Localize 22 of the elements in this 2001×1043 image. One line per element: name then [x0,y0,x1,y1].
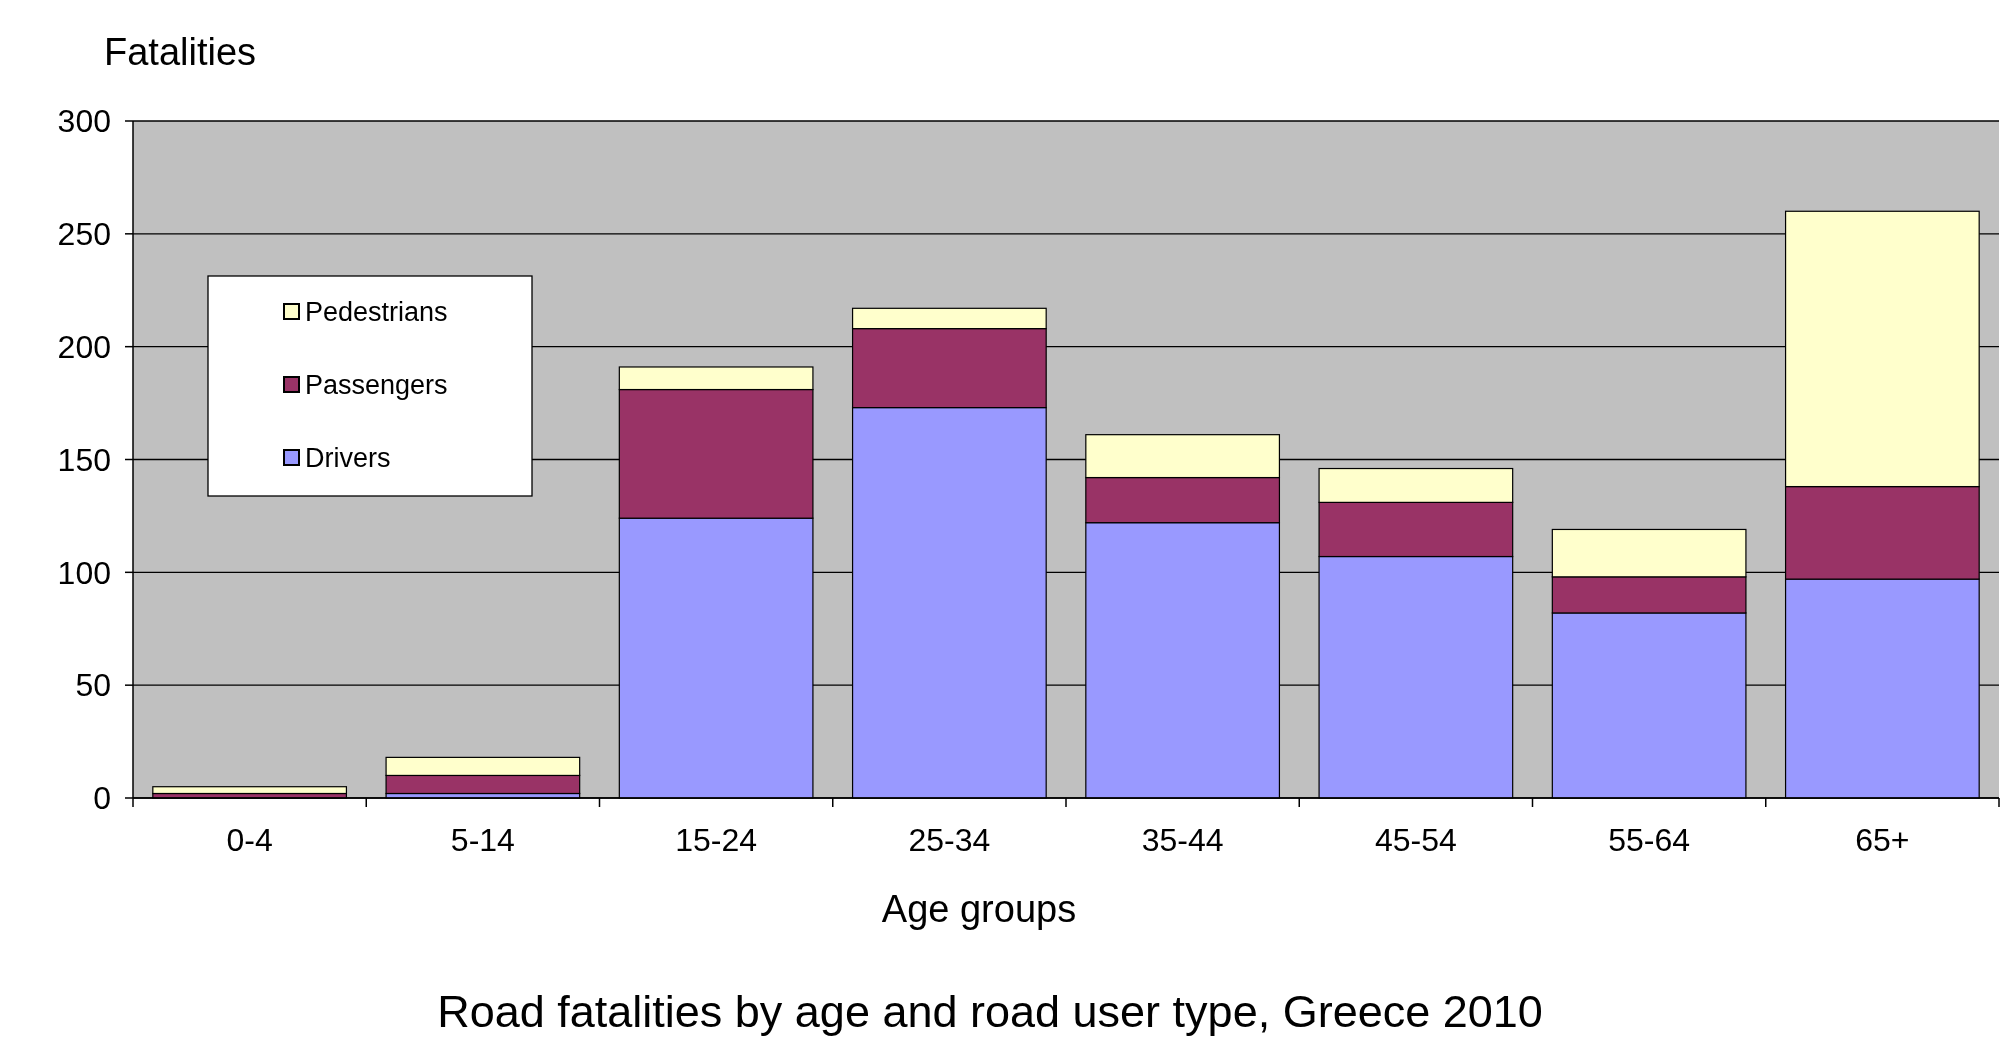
x-axis-title: Age groups [881,888,1077,930]
legend-label: Passengers [305,370,448,401]
legend-label: Pedestrians [305,297,448,328]
legend-label: Drivers [305,443,391,474]
y-axis-title: Fatalities [104,31,257,73]
x-tick-label: 55-64 [1608,822,1691,858]
y-tick-label: 50 [75,667,111,704]
bar [152,786,348,795]
x-tick-label: 45-54 [1374,822,1457,858]
y-tick-label: 200 [57,328,111,365]
y-tick-label: 0 [93,780,111,817]
x-tick-label: 25-34 [908,822,991,858]
text: Road fatalities by age and road user type, Greece 2010 [437,986,1543,1037]
y-tick-label: 150 [57,441,111,478]
y-tick-label: 250 [57,216,111,253]
x-tick-label: 65+ [1855,822,1910,858]
x-tick-label: 35-44 [1141,822,1224,858]
x-tick-label: 15-24 [675,822,758,858]
x-tick-label: 0-4 [226,822,273,858]
y-tick-label: 300 [57,103,111,140]
y-tick-label: 100 [57,554,111,591]
x-tick-label: 5-14 [450,822,515,858]
